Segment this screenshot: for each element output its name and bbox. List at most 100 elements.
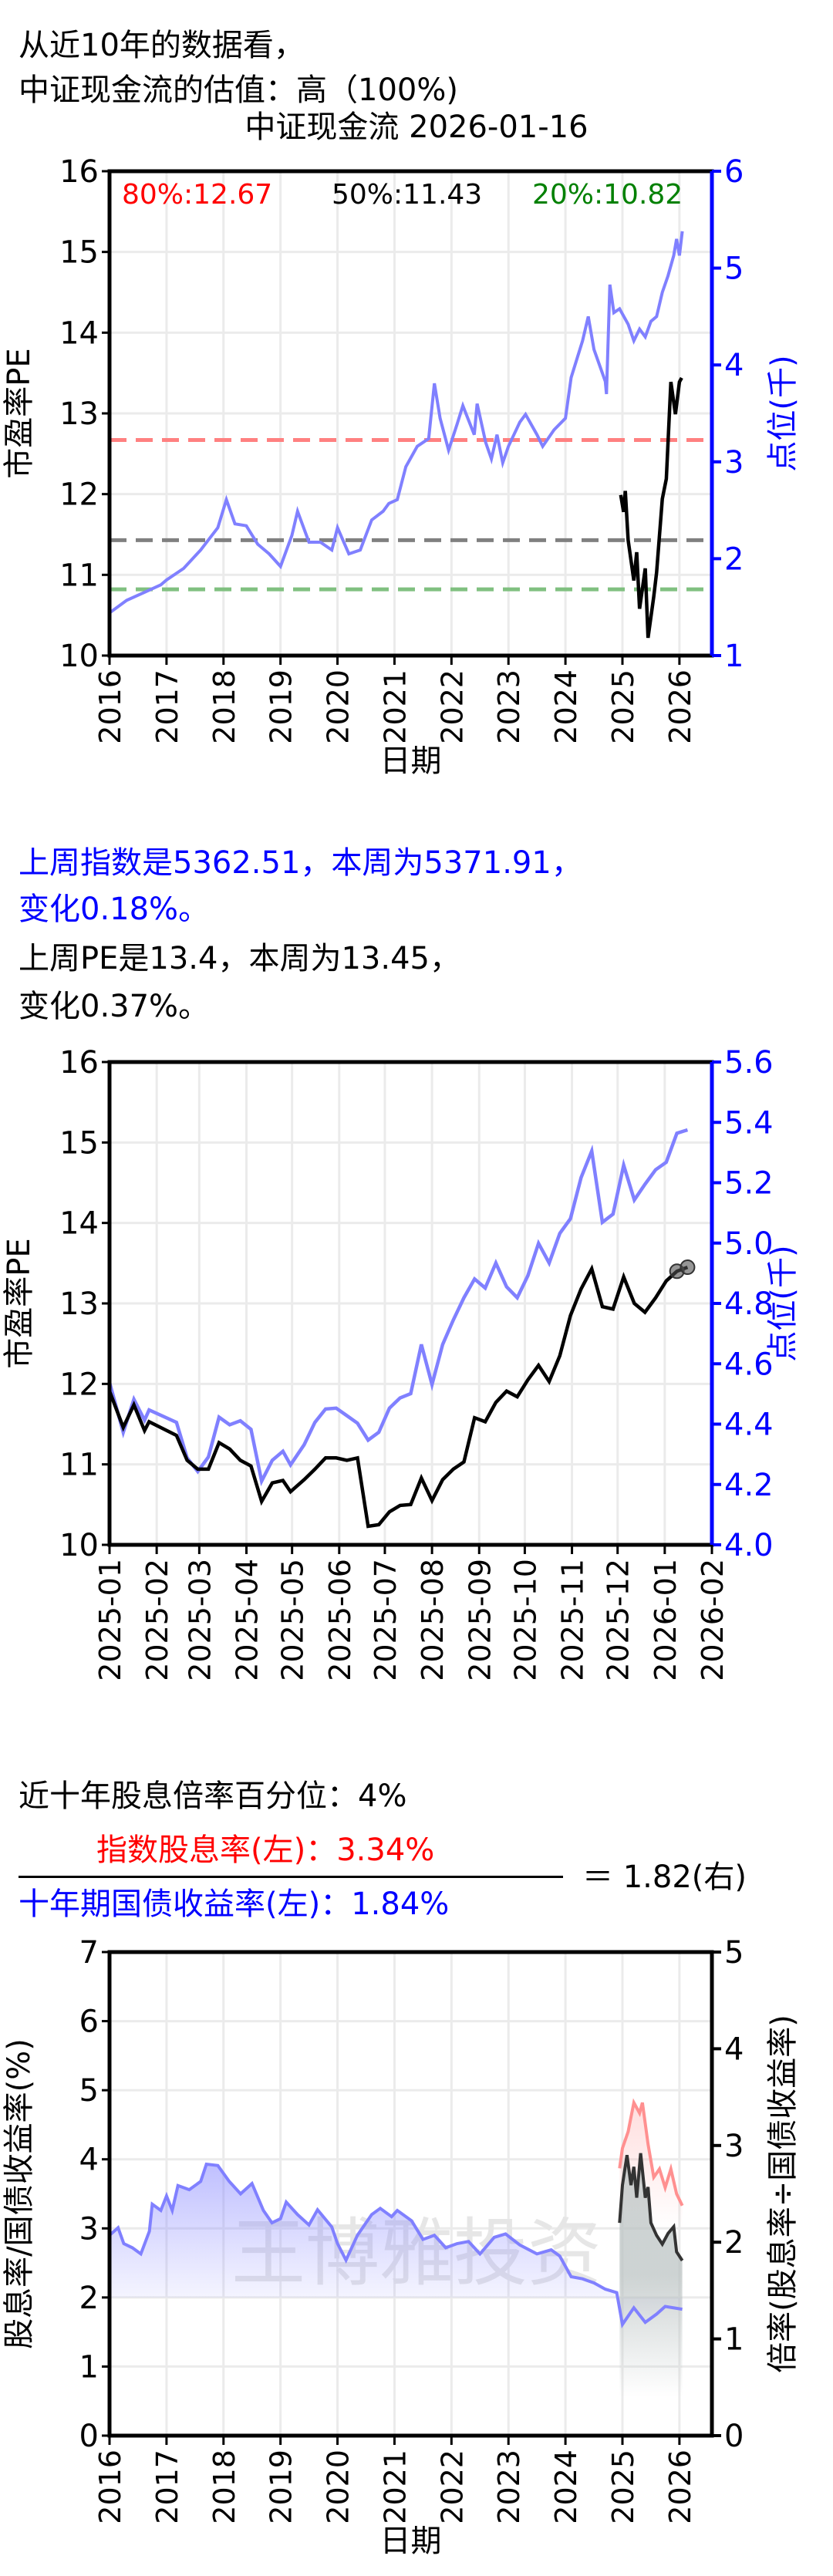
x-tick-label: 2022 bbox=[435, 2450, 469, 2524]
y-right-tick-label: 4.4 bbox=[724, 1408, 774, 1443]
bond-yield-line bbox=[108, 2162, 683, 2328]
y-tick-label: 7 bbox=[79, 1935, 99, 1971]
y-tick-label: 12 bbox=[59, 477, 99, 513]
y-tick-label: 6 bbox=[79, 2004, 99, 2040]
chart-title: 中证现金流 2026-01-16 bbox=[245, 110, 588, 145]
y-right-tick-label: 5.6 bbox=[724, 1045, 774, 1081]
y-right-tick-label: 2 bbox=[724, 541, 744, 577]
x-axis-label: 日期 bbox=[380, 743, 442, 779]
y-right-tick-label: 2 bbox=[724, 2225, 744, 2261]
x-tick-label: 2025 bbox=[606, 669, 640, 744]
y-tick-label: 11 bbox=[59, 558, 99, 593]
y-tick-label: 15 bbox=[59, 235, 99, 271]
y-right-tick-label: 5.2 bbox=[724, 1166, 774, 1202]
x-tick-label: 2017 bbox=[150, 2450, 184, 2524]
summary-line-1: 从近10年的数据看， bbox=[19, 28, 305, 63]
pe-line bbox=[107, 1264, 689, 1529]
x-tick-label: 2017 bbox=[150, 669, 184, 744]
y-right-axis-label: 点位(千) bbox=[765, 355, 801, 471]
y-tick-label: 5 bbox=[79, 2073, 99, 2109]
y-tick-label: 14 bbox=[59, 315, 99, 351]
y-right-tick-label: 5.4 bbox=[724, 1105, 774, 1141]
y-right-tick-label: 1 bbox=[724, 2322, 744, 2358]
x-tick-label: 2026-02 bbox=[696, 1559, 730, 1681]
x-tick-label: 2025-10 bbox=[508, 1559, 542, 1681]
x-tick-label: 2023 bbox=[492, 2450, 526, 2524]
y-right-tick-label: 5 bbox=[724, 251, 744, 287]
x-tick-label: 2025 bbox=[606, 2450, 640, 2524]
y-tick-label: 12 bbox=[59, 1367, 99, 1402]
x-tick-label: 2025-03 bbox=[183, 1559, 217, 1681]
ratio-result: ＝ 1.82(右) bbox=[582, 1860, 747, 1895]
x-tick-label: 2020 bbox=[322, 2450, 356, 2524]
y-right-tick-label: 4.8 bbox=[724, 1286, 774, 1322]
pe-index-weekly-chart: 10 11 12 13 14 15 16 4.0 4.2 4.4 4.6 4.8 5.0 5.2 5.4 5.… bbox=[2, 1045, 801, 1681]
x-tick-label: 2024 bbox=[549, 669, 583, 744]
index-line bbox=[107, 1128, 689, 1487]
y-tick-label: 0 bbox=[79, 2419, 99, 2454]
pe-change-line-2: 变化0.37%。 bbox=[19, 989, 210, 1024]
y-right-tick-label: 5 bbox=[724, 1935, 744, 1971]
x-axis-label: 日期 bbox=[380, 2524, 442, 2559]
x-tick-label: 2025-06 bbox=[323, 1559, 357, 1681]
x-tick-label: 2026 bbox=[663, 2450, 697, 2524]
y-right-axis-label: 倍率(股息率÷国债收益率) bbox=[765, 2015, 801, 2373]
dividend-yield-numerator: 指数股息率(左)：3.34% bbox=[96, 1833, 435, 1868]
x-tick-label: 2025-08 bbox=[416, 1559, 450, 1681]
fraction-bar bbox=[19, 1876, 563, 1878]
y-right-tick-label: 4.0 bbox=[724, 1528, 774, 1563]
index-line bbox=[108, 231, 684, 615]
y-tick-label: 15 bbox=[59, 1125, 99, 1161]
pe-change-line-1: 上周PE是13.4，本周为13.45， bbox=[19, 941, 460, 976]
y-right-tick-label: 3 bbox=[724, 2129, 744, 2164]
y-tick-label: 10 bbox=[59, 1528, 99, 1563]
y-tick-label: 14 bbox=[59, 1206, 99, 1242]
x-tick-label: 2025-01 bbox=[93, 1559, 127, 1681]
x-tick-label: 2025-05 bbox=[276, 1559, 310, 1681]
index-change-line-1: 上周指数是5362.51，本周为5371.91， bbox=[19, 845, 582, 881]
x-tick-label: 2020 bbox=[322, 669, 356, 744]
bond-yield-denominator: 十年期国债收益率(左)：1.84% bbox=[19, 1886, 450, 1922]
x-tick-label: 2021 bbox=[378, 669, 412, 744]
y-axis-label: 股息率/国债收益率(%) bbox=[2, 2038, 37, 2349]
pe-index-10y-chart: 中证现金流 2026-01-16 80%:12.67 50%:11.43 20%:10… bbox=[2, 110, 801, 779]
x-tick-label: 2019 bbox=[265, 2450, 298, 2524]
x-tick-label: 2019 bbox=[265, 669, 298, 744]
y-tick-label: 16 bbox=[59, 154, 99, 190]
bond-yield-area bbox=[110, 2164, 683, 2325]
y-tick-label: 13 bbox=[59, 1286, 99, 1322]
y-axis-label: 市盈率PE bbox=[2, 1238, 37, 1368]
x-tick-label: 2024 bbox=[549, 2450, 583, 2524]
ratio-area bbox=[619, 2153, 683, 2397]
x-tick-label: 2025-09 bbox=[463, 1559, 497, 1681]
y-right-tick-label: 4.2 bbox=[724, 1468, 774, 1503]
x-tick-label: 2016 bbox=[93, 2450, 127, 2524]
y-axis-label: 市盈率PE bbox=[2, 348, 37, 478]
x-tick-label: 2026 bbox=[663, 669, 697, 744]
y-right-tick-label: 6 bbox=[724, 154, 744, 190]
pe-line bbox=[619, 376, 683, 639]
x-tick-label: 2025-04 bbox=[231, 1559, 265, 1681]
y-tick-label: 4 bbox=[79, 2143, 99, 2178]
y-right-tick-label: 3 bbox=[724, 445, 744, 480]
percentile-label: 50%:11.43 bbox=[332, 179, 482, 211]
x-tick-label: 2022 bbox=[435, 669, 469, 744]
index-change-line-2: 变化0.18%。 bbox=[19, 892, 210, 927]
y-tick-label: 11 bbox=[59, 1448, 99, 1483]
x-tick-label: 2023 bbox=[492, 669, 526, 744]
y-tick-label: 2 bbox=[79, 2281, 99, 2316]
y-tick-label: 3 bbox=[79, 2211, 99, 2247]
x-tick-label: 2025-12 bbox=[602, 1559, 636, 1681]
y-right-tick-label: 5.0 bbox=[724, 1226, 774, 1262]
y-right-tick-label: 0 bbox=[724, 2419, 744, 2454]
x-tick-label: 2018 bbox=[207, 2450, 241, 2524]
percentile-label: 80%:12.67 bbox=[122, 179, 272, 211]
dividend-ratio-chart: 王博雅投资01234567012345201620172018201920202… bbox=[2, 1935, 801, 2559]
y-right-tick-label: 4.6 bbox=[724, 1347, 774, 1382]
y-right-axis-label: 点位(千) bbox=[765, 1245, 801, 1361]
summary-line-2: 中证现金流的估值：高（100%) bbox=[19, 72, 458, 108]
y-tick-label: 10 bbox=[59, 639, 99, 674]
x-tick-label: 2018 bbox=[207, 669, 241, 744]
ratio-line bbox=[618, 2153, 684, 2262]
highlight-point-marker bbox=[680, 1259, 696, 1276]
